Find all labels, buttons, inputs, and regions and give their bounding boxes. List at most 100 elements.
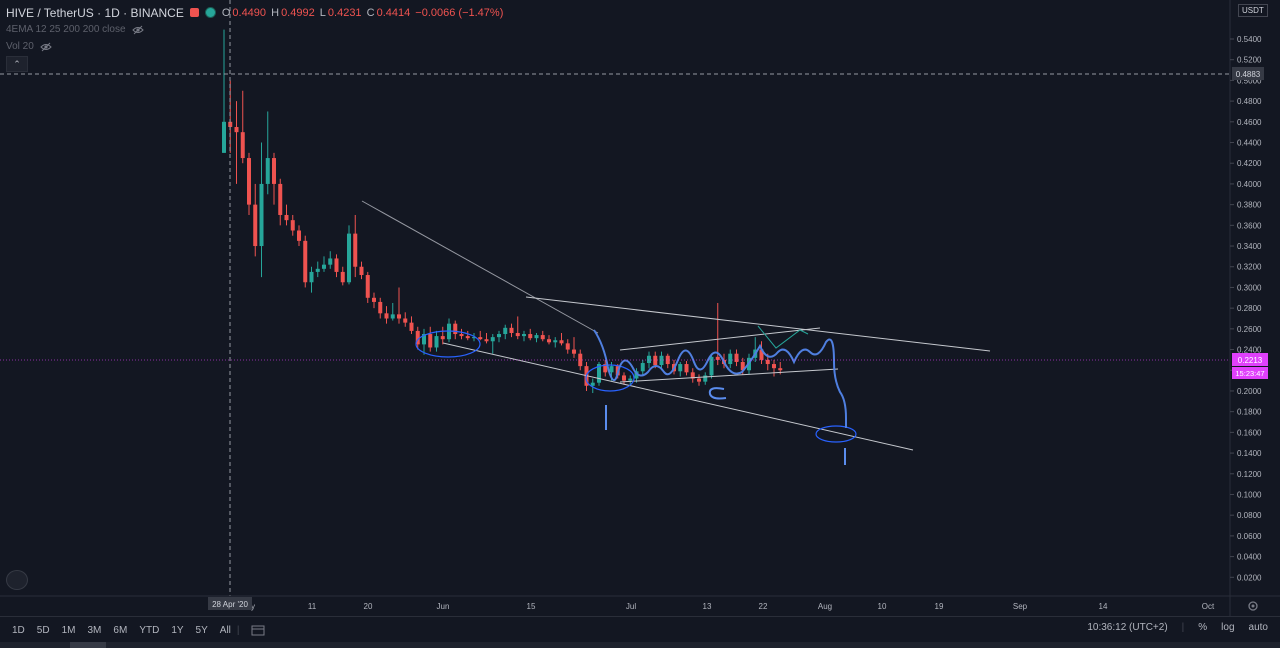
price-axis: 0.5400 0.5200 0.5000 0.4800 0.4600 0.4400 0.42…	[1230, 35, 1262, 582]
candle-body	[328, 258, 333, 265]
candle-body	[303, 240, 308, 283]
green-zigzag	[757, 325, 809, 349]
trendline-upper-wedge	[525, 296, 991, 352]
candle	[478, 330, 483, 341]
candle	[378, 297, 383, 319]
candle-body	[678, 364, 683, 372]
time-tick-label: y	[251, 602, 255, 611]
timeframe-1y[interactable]: 1Y	[171, 624, 184, 636]
candle	[434, 330, 439, 352]
chart-scrollbar[interactable]	[0, 642, 1280, 648]
candle-body	[765, 359, 770, 365]
candle	[409, 316, 414, 335]
candle	[415, 326, 420, 350]
scrollbar-thumb[interactable]	[70, 642, 106, 648]
candle-body	[334, 258, 339, 272]
candle-body	[553, 340, 558, 343]
candle	[247, 152, 251, 215]
candle	[490, 334, 495, 354]
log-toggle[interactable]: log	[1221, 622, 1235, 633]
candle-body	[647, 355, 651, 364]
candle	[640, 359, 645, 376]
volume-indicator-label[interactable]: Vol 20	[6, 41, 34, 52]
candle	[678, 361, 683, 377]
last-price-label: 0.2213 15:23:47	[1232, 353, 1268, 379]
candle-body	[353, 233, 358, 267]
candle	[328, 251, 333, 269]
candle-body	[734, 353, 739, 362]
hide-eye-icon[interactable]	[131, 24, 144, 36]
channel-top-line	[619, 327, 821, 351]
candle	[484, 332, 489, 344]
hide-eye-icon[interactable]	[40, 41, 52, 53]
candle-body	[272, 158, 276, 184]
data-status-icon	[204, 7, 216, 18]
candle	[259, 142, 264, 278]
change-value: −0.0066 (−1.47%)	[415, 6, 504, 19]
candle-body	[403, 318, 408, 323]
price-tick-label: 0.3600	[1237, 221, 1262, 230]
candle-body	[515, 332, 520, 337]
candle	[772, 359, 776, 377]
candle	[284, 204, 289, 226]
candle	[359, 261, 364, 280]
timeframe-5d[interactable]: 5D	[36, 624, 50, 636]
chart-legend: HIVE / TetherUS · 1D · BINANCE O 0.4490 H…	[6, 4, 505, 55]
price-tick-label: 0.0200	[1237, 573, 1262, 582]
candle-body	[559, 340, 564, 344]
price-tick-label: 0.2800	[1237, 304, 1262, 313]
candle	[353, 214, 358, 278]
low-value: 0.4231	[327, 6, 362, 19]
date-range-icon[interactable]	[251, 624, 265, 636]
currency-label: USDT	[1238, 4, 1268, 17]
settings-gear-icon[interactable]	[1248, 601, 1258, 611]
candle-body	[628, 378, 633, 381]
tradingview-logo-icon[interactable]	[6, 570, 28, 590]
price-tick-label: 0.1800	[1237, 408, 1262, 417]
ema-indicator-label[interactable]: 4EMA 12 25 200 200 close	[6, 24, 126, 35]
candle-body	[572, 349, 576, 354]
candle	[759, 341, 764, 365]
candle-body	[522, 334, 526, 337]
trendline-lower-wedge	[442, 342, 914, 451]
timeframe-5y[interactable]: 5Y	[195, 624, 208, 636]
price-chart[interactable]: 0.5400 0.5200 0.5000 0.4800 0.4600 0.4400 0.42…	[0, 0, 1280, 616]
price-tick-label: 0.4400	[1237, 139, 1262, 148]
crosshair	[0, 0, 1230, 596]
price-tick-label: 0.4200	[1237, 159, 1262, 168]
candle	[703, 372, 708, 385]
time-tick-label: Oct	[1202, 602, 1215, 611]
timeframe-6m[interactable]: 6M	[113, 624, 128, 636]
time-tick-label: 22	[759, 602, 768, 611]
candle-body	[222, 121, 226, 153]
candle	[428, 326, 433, 352]
candle	[265, 111, 270, 195]
candle-body	[703, 375, 708, 382]
collapse-legend-button[interactable]: ⌃	[6, 56, 28, 72]
timeframe-all[interactable]: All	[219, 624, 231, 636]
timeframe-3m[interactable]: 3M	[87, 624, 102, 636]
symbol-title[interactable]: HIVE / TetherUS · 1D · BINANCE	[6, 5, 184, 20]
candle-body	[253, 204, 258, 247]
candle-body	[709, 356, 714, 376]
timeframe-1d[interactable]: 1D	[12, 624, 25, 636]
price-tick-label: 0.0800	[1237, 511, 1262, 520]
percent-toggle[interactable]: %	[1198, 622, 1208, 633]
candle-body	[540, 335, 545, 340]
candle	[465, 330, 470, 341]
candle	[309, 266, 314, 293]
market-status-icon	[189, 8, 199, 17]
candle	[509, 323, 514, 338]
candle-body	[472, 337, 476, 339]
timeframe-1m[interactable]: 1M	[61, 624, 76, 636]
candle-body	[459, 334, 464, 337]
price-tick-label: 0.1000	[1237, 490, 1262, 499]
candle	[240, 90, 245, 164]
auto-toggle[interactable]: auto	[1248, 622, 1268, 633]
candle-body	[384, 313, 389, 319]
candle-body	[640, 363, 645, 372]
candle-body	[547, 339, 551, 343]
timeframe-ytd[interactable]: YTD	[139, 624, 160, 636]
candle-body	[597, 364, 601, 383]
time-tick-label: 10	[878, 602, 887, 611]
